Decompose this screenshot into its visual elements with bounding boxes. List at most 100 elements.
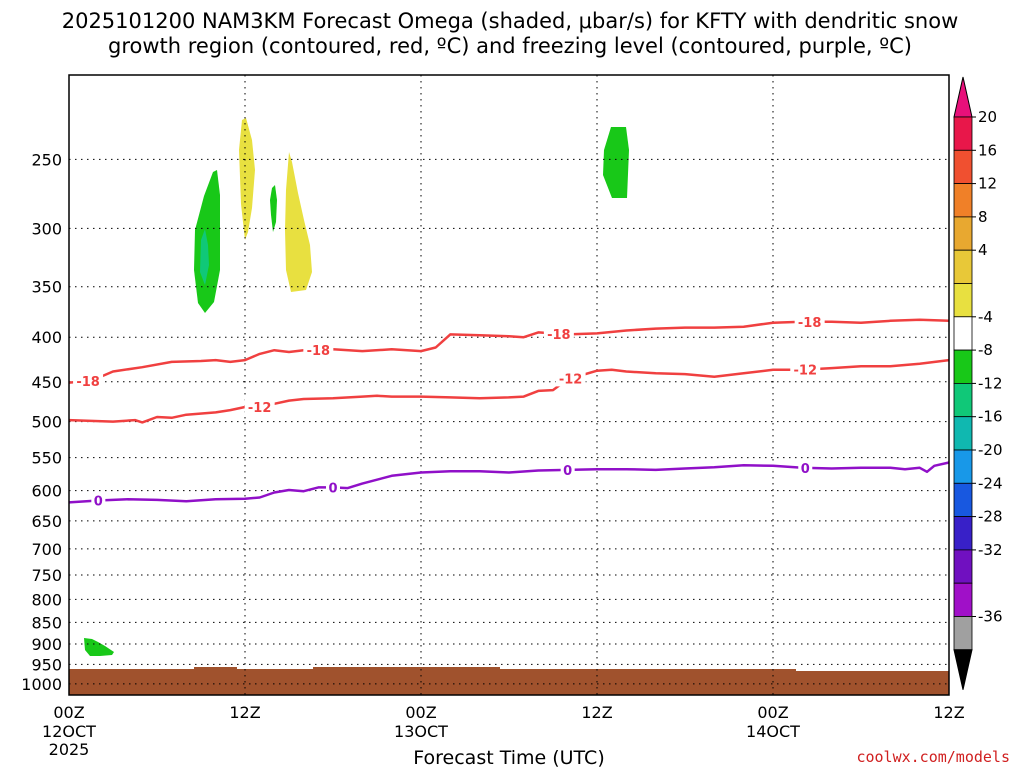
colorbar-segment xyxy=(953,349,973,384)
y-tick-label: 400 xyxy=(31,328,62,347)
contour-label-bg xyxy=(326,479,340,496)
x-tick-date: 13OCT xyxy=(394,722,448,741)
colorbar-label: -4 xyxy=(978,308,993,326)
contour-label: 0 xyxy=(563,464,572,479)
x-tick-label: 12Z xyxy=(933,703,964,722)
colorbar-segment xyxy=(953,382,973,418)
y-tick-label: 900 xyxy=(31,635,62,654)
chart-title-line1: 2025101200 NAM3KM Forecast Omega (shaded… xyxy=(62,9,959,33)
colorbar-segment xyxy=(953,582,973,617)
colorbar-label: -24 xyxy=(978,474,1003,492)
x-tick-date: 12OCT xyxy=(42,722,96,741)
contour-label: 0 xyxy=(801,462,810,477)
contour-label-bg xyxy=(798,459,813,476)
y-tick-label: 800 xyxy=(31,590,62,609)
colorbar-label: -28 xyxy=(978,508,1003,526)
x-tick-label: 00Z xyxy=(405,703,436,722)
contour-label-bg xyxy=(73,373,104,390)
contour-label: -18 xyxy=(307,344,331,359)
y-axis-ticks: 250 300 350 400 450 500 550 600 650 700 750 800 850 9… xyxy=(21,150,62,693)
grid-horizontal xyxy=(69,158,949,685)
colorbar-segment xyxy=(953,482,973,517)
colorbar-label: -32 xyxy=(978,541,1003,559)
contour-dgz-minus12 xyxy=(68,358,950,424)
contour-label-bg xyxy=(303,341,334,358)
contour-dgz-minus18 xyxy=(68,318,950,384)
omega-yellow-right xyxy=(285,152,312,292)
contour-freezing-level xyxy=(68,461,950,504)
y-tick-label: 700 xyxy=(31,540,62,559)
x-tick-label: 00Z xyxy=(53,703,84,722)
colorbar-segment xyxy=(953,183,973,218)
y-tick-label: 250 xyxy=(31,150,62,169)
colorbar-label: 20 xyxy=(978,108,997,126)
colorbar-segment xyxy=(953,416,973,451)
y-tick-label: 450 xyxy=(31,373,62,392)
contour-label: 0 xyxy=(94,495,103,510)
contour-label: -18 xyxy=(547,328,571,343)
colorbar-label: -12 xyxy=(978,374,1003,392)
contour-label-bg xyxy=(555,370,586,387)
colorbar-segment xyxy=(953,316,973,351)
y-tick-label: 1000 xyxy=(21,675,62,694)
contour-label: 0 xyxy=(328,481,337,496)
x-axis-label: Forecast Time (UTC) xyxy=(413,747,604,768)
colorbar-label: -36 xyxy=(978,608,1003,626)
colorbar-label: -20 xyxy=(978,441,1003,459)
x-tick-date: 14OCT xyxy=(746,722,800,741)
colorbar-label: 8 xyxy=(978,208,988,226)
contour-label-bg xyxy=(543,325,574,342)
x-tick-label: 12Z xyxy=(581,703,612,722)
y-tick-label: 850 xyxy=(31,613,62,632)
colorbar-top-arrow xyxy=(953,76,973,118)
colorbar: 20 16 12 8 4 -4 -8 -12 -16 -20 -24 -28 -32 -36 xyxy=(953,76,1003,690)
x-tick-label: 00Z xyxy=(757,703,788,722)
terrain xyxy=(69,667,949,695)
y-tick-label: 300 xyxy=(31,219,62,238)
y-tick-label: 750 xyxy=(31,566,62,585)
y-tick-label: 350 xyxy=(31,278,62,297)
contour-label: -12 xyxy=(559,372,583,387)
colorbar-label: 12 xyxy=(978,175,997,193)
shaded-regions xyxy=(84,118,629,656)
colorbar-segment xyxy=(953,149,973,185)
colorbar-segment xyxy=(953,516,973,551)
contour-label-bg xyxy=(560,461,575,478)
chart-title-line2: growth region (contoured, red, ºC) and f… xyxy=(108,34,912,58)
colorbar-label: 16 xyxy=(978,141,997,159)
contour-label-bg xyxy=(244,398,275,415)
contour-label-bg xyxy=(91,492,106,509)
x-tick-year: 2025 xyxy=(49,740,90,759)
y-tick-label: 950 xyxy=(31,655,62,674)
credit-text: coolwx.com/models xyxy=(856,748,1010,766)
colorbar-label: 4 xyxy=(978,241,988,259)
contour-label: -18 xyxy=(798,316,822,331)
colorbar-label: -16 xyxy=(978,408,1003,426)
omega-yellow-left xyxy=(239,118,255,240)
colorbar-label: -8 xyxy=(978,341,993,359)
colorbar-bottom-arrow xyxy=(953,649,973,690)
omega-green-small xyxy=(270,185,277,232)
contour-label: -18 xyxy=(76,375,100,390)
omega-green-lowlevel xyxy=(84,638,114,656)
x-tick-label: 12Z xyxy=(229,703,260,722)
colorbar-segment xyxy=(953,616,973,651)
omega-green-upper xyxy=(603,127,629,198)
y-tick-label: 600 xyxy=(31,482,62,501)
colorbar-segment xyxy=(953,216,973,251)
y-tick-label: 500 xyxy=(31,413,62,432)
colorbar-segment xyxy=(953,116,973,151)
plot-area xyxy=(69,75,949,695)
colorbar-segment xyxy=(953,249,973,284)
colorbar-segment xyxy=(953,449,973,484)
contours: -18 -18 -18 -18 -12 -12 -12 0 0 0 0 xyxy=(68,313,950,510)
contour-label: -12 xyxy=(794,364,818,379)
contour-label-bg xyxy=(794,313,825,330)
omega-teal-core xyxy=(200,229,209,285)
colorbar-segment xyxy=(953,549,973,584)
contour-label: -12 xyxy=(248,401,272,416)
contour-label-bg xyxy=(790,361,821,378)
colorbar-segment xyxy=(953,283,973,318)
